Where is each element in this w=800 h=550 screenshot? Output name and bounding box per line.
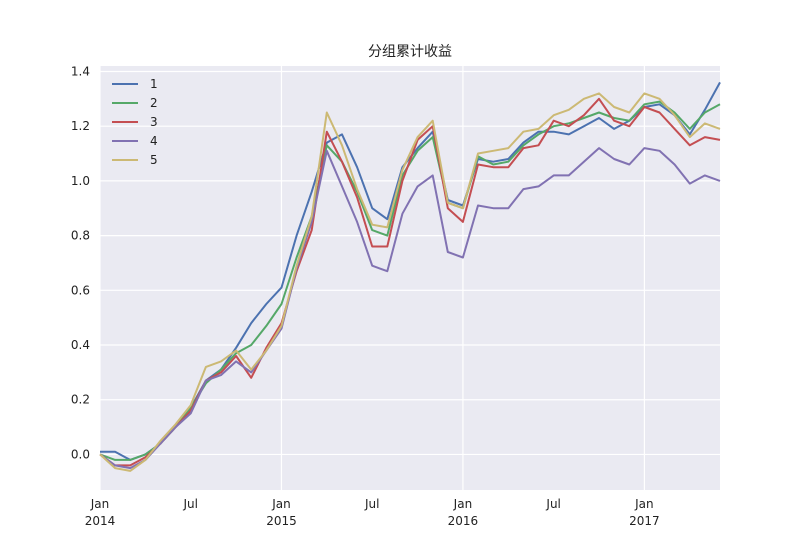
legend-label: 5 [150,153,158,167]
y-tick-label: 0.0 [71,447,90,461]
x-tick-year-label: 2014 [85,514,116,528]
grid-lines [99,66,720,490]
x-tick-label: Jan [271,497,291,511]
legend: 1 2 3 4 5 [112,77,158,167]
y-tick-label: 1.2 [71,119,90,133]
y-axis-ticks: 0.0 0.2 0.4 0.6 0.8 1.0 1.2 1.4 [71,64,90,461]
legend-label: 3 [150,115,158,129]
y-tick-label: 0.4 [71,338,90,352]
y-tick-label: 0.6 [71,283,90,297]
series-lines [99,81,721,472]
legend-label: 2 [150,96,158,110]
x-tick-label: Jul [364,497,379,511]
x-tick-label: Jan [453,497,473,511]
x-tick-year-label: 2015 [266,514,297,528]
y-tick-label: 0.8 [71,229,90,243]
x-tick-year-label: 2017 [629,514,660,528]
x-tick-label: Jan [90,497,110,511]
series-line-5 [99,92,721,472]
y-tick-label: 1.0 [71,174,90,188]
series-line-4 [99,147,721,470]
y-tick-label: 1.4 [71,64,90,78]
x-tick-year-label: 2016 [448,514,479,528]
plot-background [100,66,720,490]
chart-title: 分组累计收益 [368,44,452,60]
x-axis-ticks: Jan 2014 Jul Jan 2015 Jul Jan 2016 Jul Jan 2017 [85,497,660,528]
x-tick-label: Jul [182,497,197,511]
legend-label: 4 [150,134,158,148]
legend-label: 1 [150,77,158,91]
y-tick-label: 0.2 [71,393,90,407]
x-tick-label: Jul [545,497,560,511]
x-tick-label: Jan [634,497,654,511]
